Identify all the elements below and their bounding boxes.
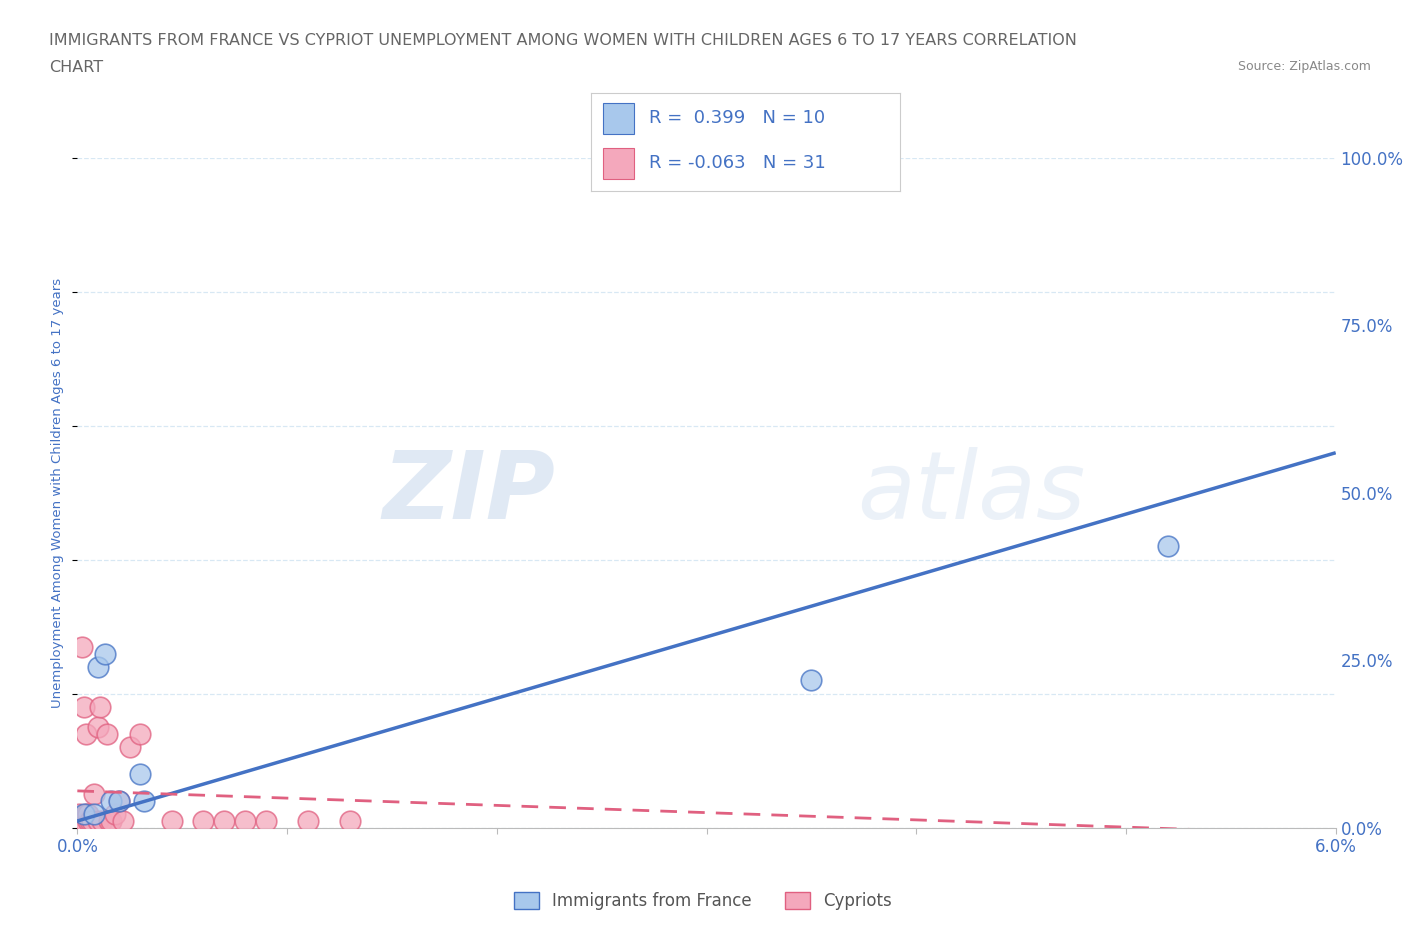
Text: IMMIGRANTS FROM FRANCE VS CYPRIOT UNEMPLOYMENT AMONG WOMEN WITH CHILDREN AGES 6 : IMMIGRANTS FROM FRANCE VS CYPRIOT UNEMPL… [49,33,1077,47]
Point [76,814,98,829]
Point [83,807,105,822]
Point [67,807,90,822]
Point [79,814,101,829]
Y-axis label: Unemployment Among Women with Children Ages 6 to 17 years: Unemployment Among Women with Children A… [51,278,65,708]
Point [100,793,122,808]
Legend: Immigrants from France, Cypriots: Immigrants from France, Cypriots [508,885,898,917]
Point [191,814,215,829]
Point [72,699,94,714]
Point [89,699,111,714]
Point [129,766,152,781]
Point [76,807,98,822]
Point [118,740,141,755]
Text: ZIP: ZIP [382,447,555,538]
Point [80,814,103,829]
Point [97,814,120,829]
Point [108,793,131,808]
Point [72,807,94,822]
Point [72,814,94,829]
Point [1157,539,1180,554]
Point [233,814,256,829]
Point [339,814,361,829]
Point [75,807,97,822]
Point [75,726,97,741]
Text: R =  0.399   N = 10: R = 0.399 N = 10 [650,110,825,127]
Point [212,814,235,829]
Point [83,787,105,802]
Point [297,814,319,829]
Text: R = -0.063   N = 31: R = -0.063 N = 31 [650,154,827,172]
Point [87,659,110,674]
Text: Source: ZipAtlas.com: Source: ZipAtlas.com [1237,60,1371,73]
Bar [603,103,634,134]
Point [112,814,135,829]
Point [87,814,110,829]
Point [108,793,131,808]
Point [129,726,152,741]
Point [91,814,114,829]
Point [93,646,115,661]
Point [800,673,823,688]
Point [134,793,156,808]
Point [96,726,118,741]
Point [104,807,127,822]
Point [160,814,183,829]
Point [254,814,277,829]
Point [100,814,122,829]
Bar [603,148,634,179]
Text: atlas: atlas [858,447,1085,538]
Text: CHART: CHART [49,60,103,75]
Point [70,640,93,655]
Point [70,814,93,829]
Point [87,720,110,735]
